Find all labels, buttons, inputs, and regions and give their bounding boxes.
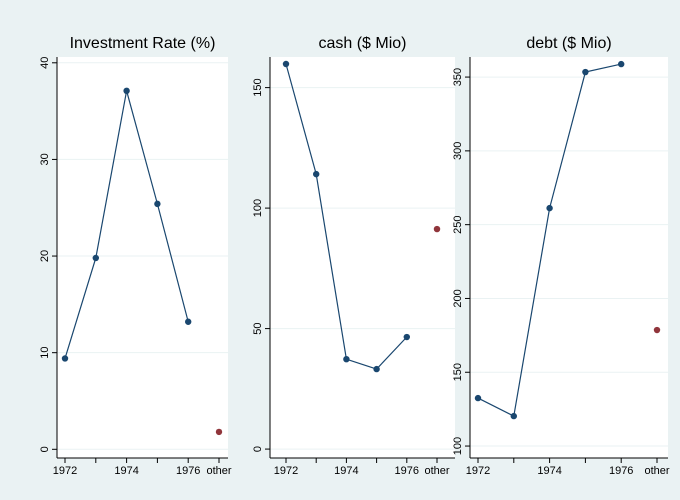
- y-tick-label: 40: [39, 57, 51, 69]
- point: [618, 60, 625, 68]
- x-tick-label: 1976: [609, 465, 633, 477]
- point: [510, 412, 517, 420]
- point: [582, 68, 589, 76]
- plot-area: [270, 57, 455, 458]
- point: [343, 355, 350, 363]
- y-tick-label: 150: [252, 78, 264, 96]
- y-tick-label: 300: [452, 142, 464, 160]
- y-tick-label: 100: [252, 199, 264, 217]
- y-tick-label: 0: [252, 446, 264, 452]
- plot-area: [57, 57, 228, 458]
- chart-title: cash ($ Mio): [318, 35, 406, 52]
- x-tick-label: 1972: [274, 465, 298, 477]
- point: [61, 355, 69, 362]
- x-tick-label: 1974: [537, 465, 561, 477]
- y-tick-label: 150: [452, 363, 464, 381]
- point: [546, 204, 553, 212]
- point: [215, 428, 223, 436]
- point: [313, 170, 320, 178]
- plot-area: [470, 57, 668, 458]
- y-tick-label: 50: [252, 322, 264, 334]
- point: [433, 225, 441, 233]
- point: [282, 60, 290, 68]
- y-tick-label: 0: [39, 446, 51, 452]
- x-tick-label: other: [206, 465, 231, 477]
- x-tick-label: other: [644, 465, 669, 477]
- x-tick-label: other: [424, 465, 449, 477]
- y-tick-label: 30: [39, 153, 51, 165]
- chart-title: Investment Rate (%): [70, 35, 216, 52]
- x-tick-label: 1972: [466, 465, 490, 477]
- x-tick-label: 1974: [334, 465, 358, 477]
- chart-title: debt ($ Mio): [526, 35, 611, 52]
- point: [653, 326, 661, 334]
- point: [92, 254, 100, 262]
- point: [373, 365, 380, 373]
- point: [154, 200, 161, 208]
- point: [123, 87, 130, 95]
- x-tick-label: 1976: [395, 465, 419, 477]
- x-tick-label: 1976: [176, 465, 200, 477]
- x-tick-label: 1972: [53, 465, 77, 477]
- y-tick-label: 10: [39, 347, 51, 359]
- y-tick-label: 100: [452, 437, 464, 455]
- y-tick-label: 200: [452, 289, 464, 307]
- y-tick-label: 350: [452, 68, 464, 86]
- point: [185, 318, 192, 325]
- point: [474, 394, 482, 402]
- x-tick-label: 1974: [114, 465, 138, 477]
- y-tick-label: 250: [452, 215, 464, 233]
- y-tick-label: 20: [39, 250, 51, 262]
- point: [403, 333, 410, 341]
